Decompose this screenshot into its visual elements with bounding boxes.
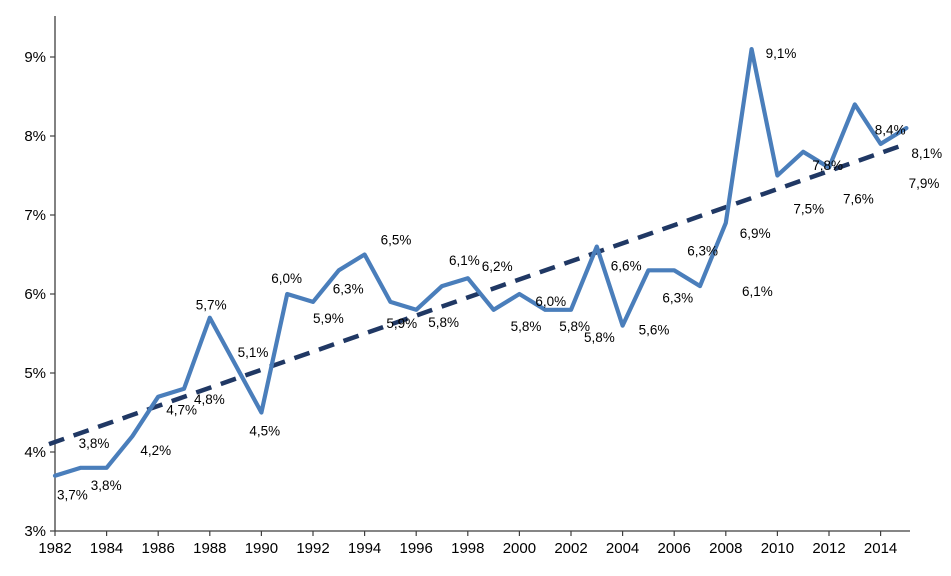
x-tick-label: 1996 [400,540,433,557]
x-tick-label: 2008 [709,540,742,557]
data-label: 5,8% [559,319,590,334]
x-tick-label: 1984 [90,540,123,557]
data-label: 6,0% [535,294,566,309]
x-tick-label: 1994 [348,540,381,557]
x-tick-label: 2004 [606,540,639,557]
data-label: 6,5% [381,233,412,248]
data-label: 6,1% [742,284,773,299]
series-line [52,46,909,478]
data-label: 9,1% [766,46,797,61]
data-label: 5,8% [584,330,615,345]
x-tick-label: 1986 [142,540,175,557]
data-label: 7,8% [812,158,843,173]
data-label: 5,9% [386,316,417,331]
y-tick-label: 9% [24,49,46,66]
x-tick-label: 2006 [658,540,691,557]
data-label: 7,9% [909,176,940,191]
x-tick-label: 1988 [193,540,226,557]
y-tick-label: 8% [24,128,46,145]
x-tick-label: 2012 [812,540,845,557]
data-label: 5,9% [313,311,344,326]
x-tick-label: 1982 [38,540,71,557]
y-tick-label: 6% [24,286,46,303]
x-tick-label: 2014 [864,540,897,557]
x-tick-label: 1990 [245,540,278,557]
y-tick-label: 5% [24,365,46,382]
data-label: 3,7% [57,488,88,503]
data-label: 5,8% [511,319,542,334]
data-label: 4,2% [140,443,171,458]
data-label: 6,3% [687,243,718,258]
data-label: 4,8% [194,392,225,407]
data-label: 5,1% [238,345,269,360]
data-label: 6,2% [482,259,513,274]
data-label: 6,3% [333,281,364,296]
x-tick-label: 2010 [761,540,794,557]
data-label: 6,9% [740,226,771,241]
data-label: 5,8% [428,315,459,330]
data-label: 6,1% [449,253,480,268]
data-label: 7,5% [793,202,824,217]
data-label: 7,6% [843,192,874,207]
data-label: 8,1% [911,146,942,161]
x-tick-label: 2000 [503,540,536,557]
data-label: 6,3% [662,290,693,305]
x-tick-label: 1998 [451,540,484,557]
y-tick-label: 4% [24,444,46,461]
x-tick-label: 2002 [554,540,587,557]
data-label: 4,7% [166,403,197,418]
data-label: 8,4% [875,122,906,137]
data-label: 5,7% [196,298,227,313]
data-label: 6,0% [271,271,302,286]
trend-line [48,141,908,447]
y-tick-label: 3% [24,523,46,540]
x-tick-label: 1992 [296,540,329,557]
y-tick-label: 7% [24,207,46,224]
data-label: 4,5% [249,424,280,439]
data-label: 3,8% [79,436,110,451]
data-label: 5,6% [639,323,670,338]
data-label: 3,8% [91,478,122,493]
data-label: 6,6% [611,259,642,274]
